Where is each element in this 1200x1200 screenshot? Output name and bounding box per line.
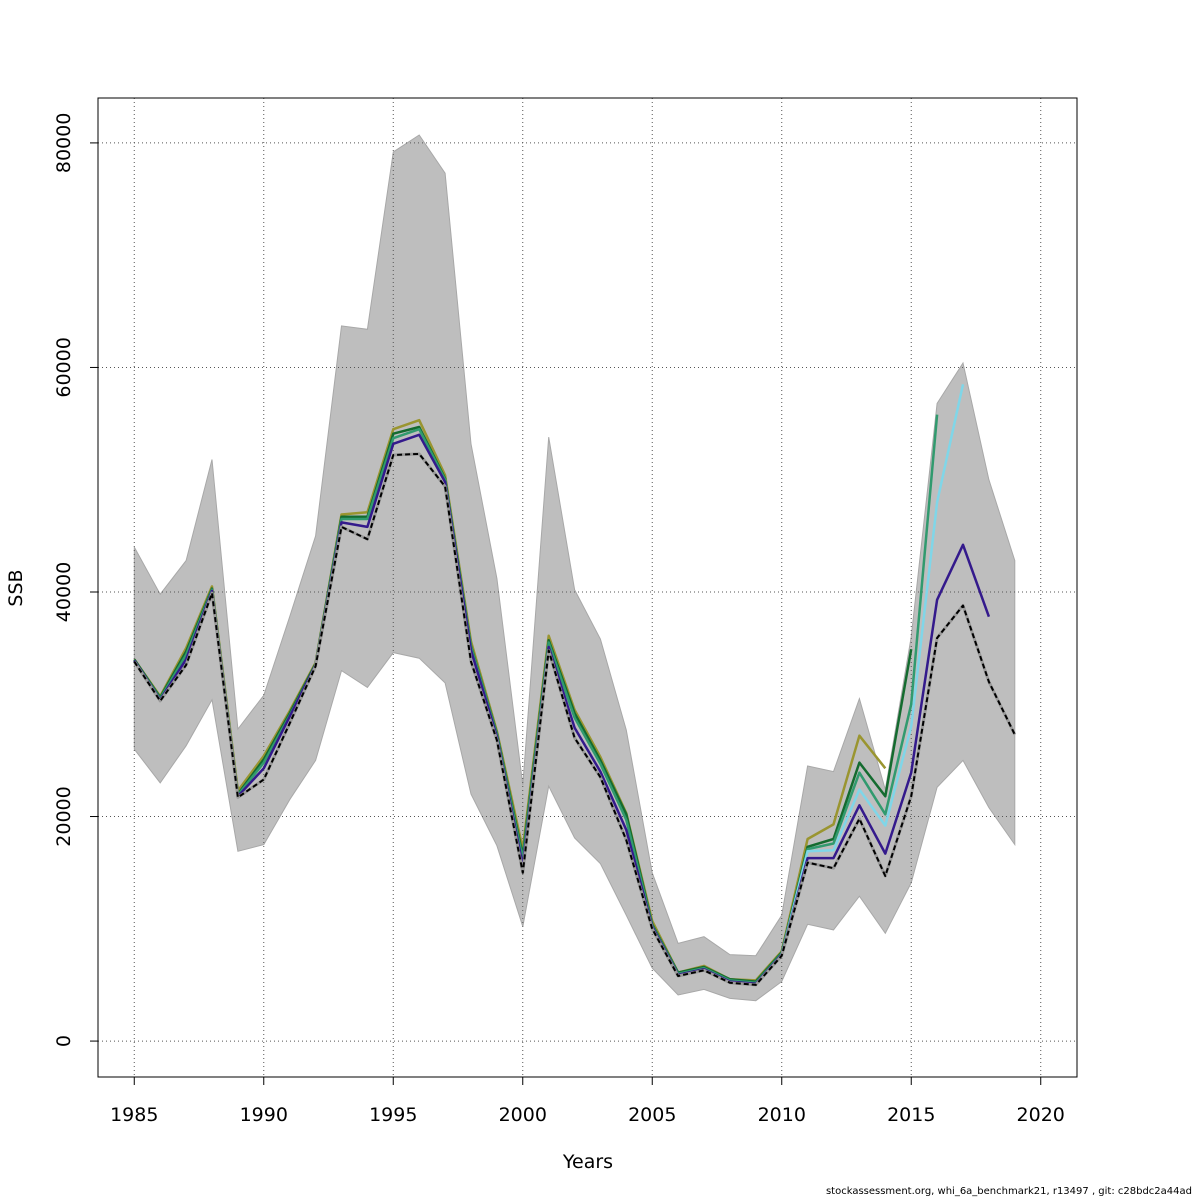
x-tick-label: 1990 <box>240 1104 288 1126</box>
x-tick-label: 2010 <box>758 1104 806 1126</box>
series-line <box>133 433 991 986</box>
x-tick-label: 2000 <box>499 1104 547 1126</box>
x-tick-label: 2020 <box>1017 1104 1065 1126</box>
y-axis-title: SSB <box>5 569 27 606</box>
x-tick-label: 2015 <box>887 1104 935 1126</box>
y-tick-label: 40000 <box>53 562 75 622</box>
y-tick-label: 60000 <box>53 337 75 397</box>
confidence-band-layer <box>133 134 1016 1002</box>
x-tick-label: 1995 <box>369 1104 417 1126</box>
confidence-band <box>133 134 1016 1002</box>
x-axis: 1985 1990 1995 2000 2005 2010 2015 2020 <box>110 1077 1065 1126</box>
x-axis-title: Years <box>562 1151 613 1173</box>
series-layer <box>133 384 1017 987</box>
x-tick-label: 2005 <box>628 1104 676 1126</box>
plot-frame <box>97 97 1078 1078</box>
y-tick-label: 20000 <box>53 786 75 846</box>
y-tick-label: 0 <box>53 1035 75 1047</box>
series-line-dashed <box>133 452 1016 986</box>
x-tick-label: 1985 <box>110 1104 158 1126</box>
y-tick-label: 80000 <box>53 113 75 173</box>
y-axis: 0 20000 40000 60000 80000 <box>53 113 98 1047</box>
footer-credit: stockassessment.org, whi_6a_benchmark21,… <box>825 1186 1192 1197</box>
series-line <box>780 384 965 955</box>
